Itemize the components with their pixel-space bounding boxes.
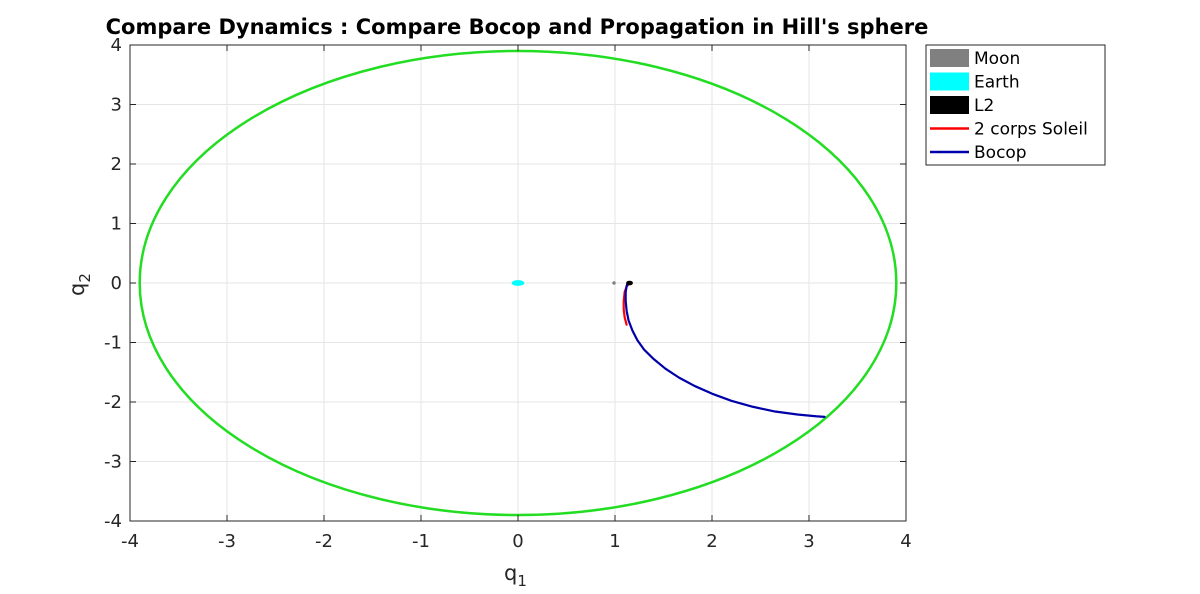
- x-tick-label: 1: [609, 531, 620, 552]
- x-tick-label: 0: [512, 531, 523, 552]
- x-tick-label: -3: [218, 531, 236, 552]
- legend-label-earth: Earth: [974, 73, 1020, 93]
- y-tick-label: 2: [111, 154, 122, 175]
- x-tick-label: 3: [803, 531, 814, 552]
- legend-label-moon: Moon: [974, 49, 1020, 69]
- legend-swatch-l2: [930, 96, 969, 114]
- x-tick-label: 4: [900, 531, 911, 552]
- y-tick-label: 4: [111, 35, 122, 56]
- x-tick-label: -2: [315, 531, 333, 552]
- legend-swatch-moon: [930, 49, 969, 67]
- legend-label-bocop: Bocop: [974, 143, 1027, 163]
- legend-swatch-earth: [930, 72, 969, 91]
- y-axis-label: q2: [65, 273, 94, 296]
- x-axis-label-sub: 1: [517, 572, 527, 590]
- y-tick-label: 3: [111, 95, 122, 116]
- legend: Moon Earth L2 2 corps Soleil Bocop: [925, 44, 1106, 166]
- body-l2: [626, 280, 633, 286]
- x-axis-label-main: q: [504, 561, 517, 585]
- x-tick-label: -1: [412, 531, 430, 552]
- series-line-bocop: [624, 281, 826, 418]
- legend-label-l2: L2: [974, 96, 994, 116]
- legend-label-2-corps-soleil: 2 corps Soleil: [974, 120, 1088, 140]
- y-axis-label-main: q: [65, 283, 89, 296]
- x-tick-label: -4: [121, 531, 139, 552]
- ticks: -4 -3 -2 -1 0 1 2 3 4 -4 -3 -2 -1 0 1 2 3 4: [104, 35, 912, 552]
- y-tick-label: 0: [111, 273, 122, 294]
- x-tick-label: 2: [706, 531, 717, 552]
- y-tick-label: -4: [104, 511, 122, 532]
- x-axis-label: q1: [504, 561, 527, 590]
- y-tick-label: -1: [104, 333, 122, 354]
- y-tick-label: -2: [104, 392, 122, 413]
- chart-title: Compare Dynamics : Compare Bocop and Pro…: [106, 15, 929, 39]
- y-tick-label: 1: [111, 214, 122, 235]
- body-moon: [612, 281, 616, 285]
- body-earth: [511, 280, 525, 286]
- y-tick-label: -3: [104, 452, 122, 473]
- y-axis-label-sub: 2: [76, 273, 94, 283]
